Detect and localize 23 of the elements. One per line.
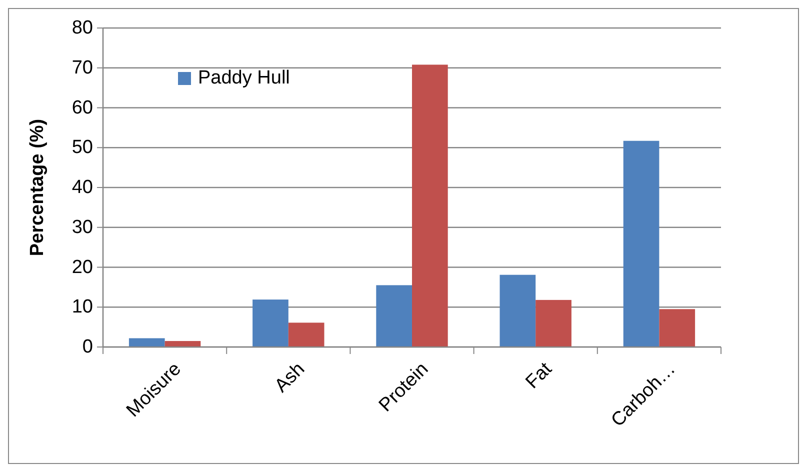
y-tick-label: 80 <box>72 18 93 38</box>
bar <box>412 64 448 347</box>
y-tick-label: 10 <box>72 296 93 318</box>
y-axis-title: Percentage (%) <box>27 118 48 256</box>
y-tick-label: 0 <box>82 336 93 358</box>
y-tick-label: 70 <box>72 57 93 78</box>
bar <box>623 140 660 347</box>
y-tick-label: 30 <box>72 216 93 238</box>
x-tick-label: Ash <box>270 358 309 397</box>
bar <box>659 309 696 347</box>
bar <box>288 322 324 347</box>
y-tick-label: 50 <box>72 137 93 158</box>
bar <box>252 300 288 347</box>
bar <box>164 341 201 347</box>
bar <box>536 300 572 347</box>
x-tick-label: Fat <box>522 358 557 393</box>
y-tick-label: 60 <box>72 97 93 118</box>
bar <box>128 338 165 347</box>
y-tick-label: 40 <box>72 177 93 198</box>
bar <box>376 285 412 347</box>
bar <box>500 274 536 347</box>
y-tick-label: 20 <box>72 256 93 278</box>
legend-label: Paddy Hull <box>198 68 290 88</box>
